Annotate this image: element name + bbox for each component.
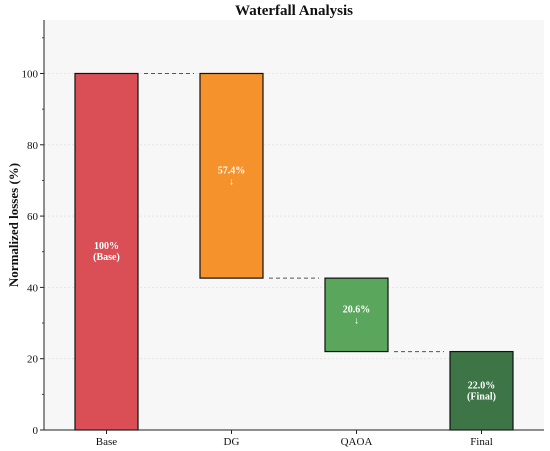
bar-qaoa	[324, 277, 389, 353]
bar-value-label: 100%	[94, 241, 119, 252]
bar-value-label: (Base)	[93, 252, 120, 263]
x-tick-label: DG	[224, 436, 240, 448]
y-axis-label: Normalized losses (%)	[6, 163, 21, 287]
axes	[43, 20, 544, 431]
y-tick-label: 100	[22, 68, 39, 80]
y-tick-label: 80	[27, 140, 39, 152]
bar-value-label: 57.4%	[218, 165, 246, 176]
bar-value-label: (Final)	[467, 391, 496, 402]
x-ticks: Base DG QAOA Final	[96, 430, 493, 448]
chart-title: Waterfall Analysis	[235, 3, 353, 19]
bar-value-label: 20.6%	[343, 304, 371, 315]
y-ticks: 0 20 40 60 80 100	[22, 37, 44, 437]
y-tick-label: 40	[27, 282, 39, 294]
bar-final	[449, 350, 514, 431]
y-tick-label: 60	[27, 211, 39, 223]
x-tick-label: Final	[470, 436, 493, 448]
y-tick-label: 0	[33, 425, 39, 437]
connector-lines	[144, 72, 444, 353]
down-arrow-icon: ↓	[229, 176, 234, 187]
bar-labels: 100%(Base)57.4%↓20.6%↓22.0%(Final)	[93, 165, 496, 402]
bar-value-label: 22.0%	[468, 380, 496, 391]
x-tick-label: Base	[96, 436, 118, 448]
y-tick-label: 20	[27, 354, 39, 366]
bar-dg	[199, 72, 264, 279]
x-tick-label: QAOA	[341, 436, 373, 448]
down-arrow-icon: ↓	[354, 315, 359, 326]
